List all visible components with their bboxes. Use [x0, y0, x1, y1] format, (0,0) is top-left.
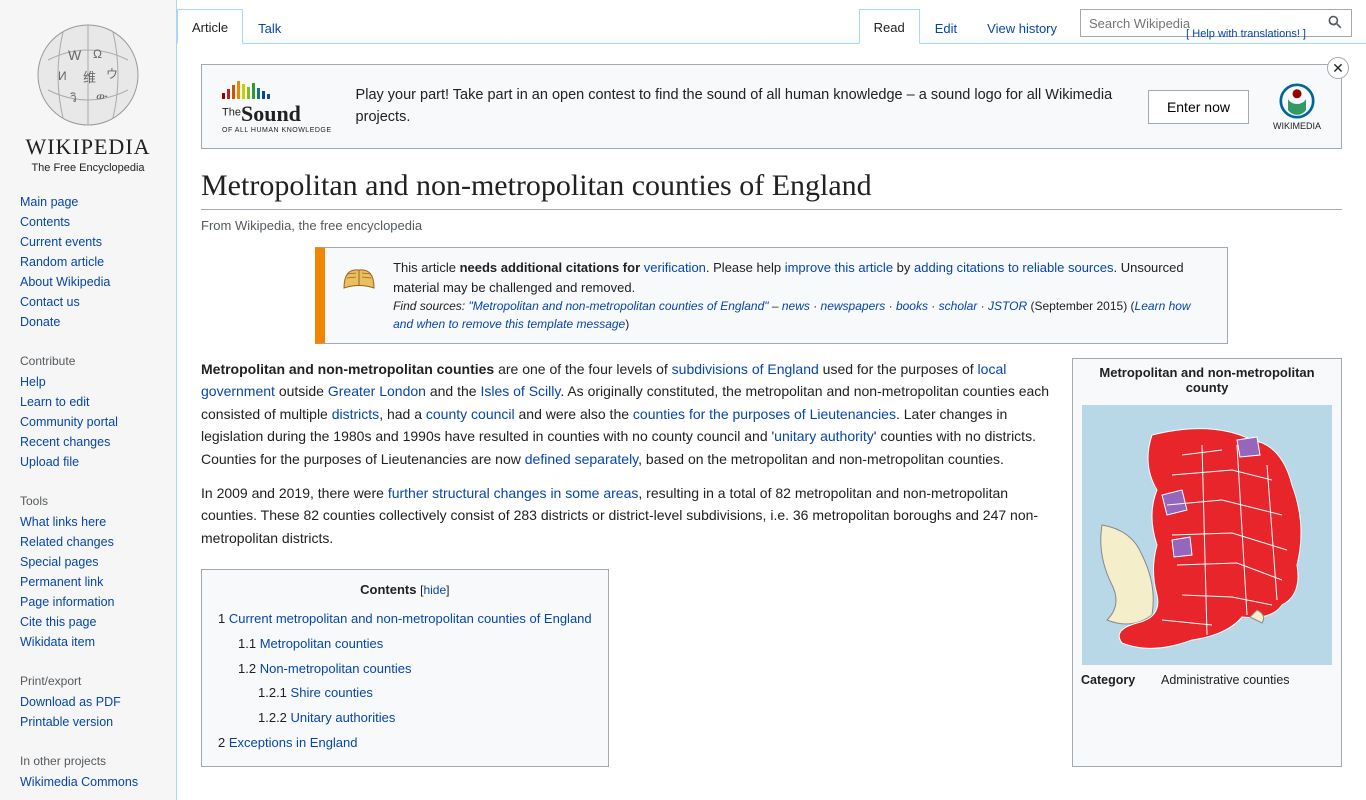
svg-text:Ω: Ω: [93, 47, 102, 61]
svg-text:W: W: [68, 47, 82, 63]
article-body: Metropolitan and non-metropolitan counti…: [201, 358, 1056, 767]
svg-text:ው: ው: [96, 89, 108, 103]
nav-link[interactable]: Wikimedia Commons: [20, 775, 138, 789]
nav-tools: ToolsWhat links hereRelated changesSpeci…: [0, 480, 176, 660]
article-subtitle: From Wikipedia, the free encyclopedia: [201, 218, 1342, 233]
logo[interactable]: WΩ И 维ウ วิ ው WIKIPEDIA The Free Encycloped…: [0, 0, 176, 184]
nav-link[interactable]: Printable version: [20, 715, 113, 729]
svg-text:วิ: วิ: [70, 91, 77, 105]
tab-edit[interactable]: Edit: [920, 10, 972, 44]
book-icon: [339, 258, 379, 298]
nav-link[interactable]: Special pages: [20, 555, 99, 569]
logo-tagline: The Free Encyclopedia: [0, 162, 176, 174]
tab-read[interactable]: Read: [859, 9, 920, 44]
nav-contribute: ContributeHelpLearn to editCommunity por…: [0, 340, 176, 480]
toc-hide-link[interactable]: hide: [423, 583, 446, 597]
tab-history[interactable]: View history: [972, 10, 1072, 44]
nav-link[interactable]: What links here: [20, 515, 106, 529]
nav-link[interactable]: Learn to edit: [20, 395, 90, 409]
nav-link[interactable]: Download as PDF: [20, 695, 121, 709]
nav-link[interactable]: Permanent link: [20, 575, 103, 589]
sitenotice-banner: TheSound OF ALL HUMAN KNOWLEDGE Play you…: [201, 64, 1342, 149]
svg-text:ウ: ウ: [106, 67, 118, 81]
enter-now-button[interactable]: Enter now: [1148, 90, 1249, 124]
nav-link[interactable]: About Wikipedia: [20, 275, 110, 289]
nav-link[interactable]: Help: [20, 375, 46, 389]
nav-link[interactable]: Recent changes: [20, 435, 110, 449]
nav-link[interactable]: Donate: [20, 315, 60, 329]
banner-help-link[interactable]: [ Help with translations! ]: [1186, 28, 1306, 40]
citation-needed-box: This article needs additional citations …: [315, 247, 1228, 344]
infobox: Metropolitan and non-metropolitan county…: [1072, 358, 1342, 767]
svg-text:И: И: [58, 69, 67, 83]
nav-link[interactable]: Current events: [20, 235, 102, 249]
nav-link[interactable]: Main page: [20, 195, 78, 209]
logo-wordmark: WIKIPEDIA: [0, 134, 176, 160]
nav-link[interactable]: Related changes: [20, 535, 114, 549]
nav-link[interactable]: Page information: [20, 595, 115, 609]
nav-link[interactable]: Random article: [20, 255, 104, 269]
article-title: Metropolitan and non-metropolitan counti…: [201, 169, 1342, 210]
nav-link[interactable]: Upload file: [20, 455, 79, 469]
wikimedia-logo: WIKIMEDIA: [1273, 83, 1321, 131]
england-map[interactable]: [1082, 405, 1332, 665]
svg-text:维: 维: [83, 70, 96, 85]
nav-other: In other projectsWikimedia Commons: [0, 740, 176, 800]
nav-main: Main page Contents Current events Random ar…: [0, 184, 176, 340]
tab-talk[interactable]: Talk: [243, 10, 296, 44]
nav-link[interactable]: Cite this page: [20, 615, 96, 629]
wikipedia-globe-icon: WΩ И 维ウ วิ ው: [28, 20, 148, 130]
tab-article[interactable]: Article: [177, 9, 243, 44]
search-icon: [1327, 14, 1343, 30]
sound-logo: TheSound OF ALL HUMAN KNOWLEDGE: [222, 79, 332, 134]
table-of-contents: Contents [[hide]hide] 1 Current metropol…: [201, 569, 609, 767]
banner-close-button[interactable]: ✕: [1327, 57, 1349, 79]
search-button[interactable]: [1319, 14, 1351, 33]
banner-text: Play your part! Take part in an open con…: [356, 85, 1124, 129]
nav-link[interactable]: Community portal: [20, 415, 118, 429]
nav-link[interactable]: Wikidata item: [20, 635, 95, 649]
nav-link[interactable]: Contact us: [20, 295, 80, 309]
nav-print: Print/exportDownload as PDFPrintable ver…: [0, 660, 176, 740]
sidebar: WΩ И 维ウ วิ ው WIKIPEDIA The Free Encycloped…: [0, 0, 176, 800]
nav-link[interactable]: Contents: [20, 215, 70, 229]
